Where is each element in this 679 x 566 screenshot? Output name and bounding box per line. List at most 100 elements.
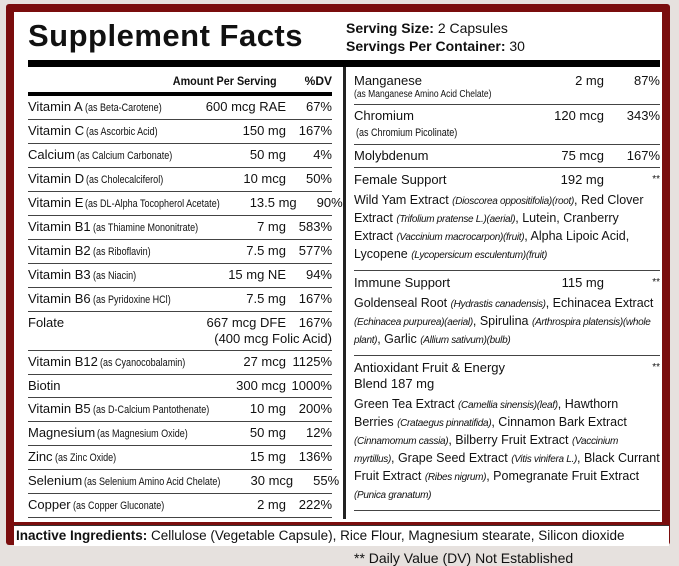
nutrient-row: Manganese (as Manganese Amino Acid Chelat…	[354, 70, 660, 105]
nutrient-amount: 13.5 mg	[249, 195, 297, 210]
nutrient-dv: 94%	[305, 267, 332, 282]
nutrient-dv: 1125%	[292, 354, 332, 369]
nutrient-form: (as Magnesium Oxide)	[97, 428, 188, 440]
blend-header: Antioxidant Fruit & Energy Blend 187 mg *…	[354, 356, 660, 396]
nutrient-name: Vitamin A	[28, 99, 83, 114]
nutrient-name-cell: Folate	[28, 315, 207, 331]
nutrient-row: Vitamin C (as Ascorbic Acid) 150 mg 167%	[28, 120, 332, 144]
nutrient-name: Calcium	[28, 147, 75, 162]
nutrient-form: (as Selenium Amino Acid Chelate)	[84, 476, 221, 488]
nutrient-row: Vitamin B3 (as Niacin) 15 mg NE 94%	[28, 264, 332, 288]
column-divider	[343, 67, 346, 519]
nutrient-amount: 7 mg	[257, 219, 286, 234]
nutrient-form: (as Pyridoxine HCl)	[92, 294, 171, 306]
ingredient-botanical: (Dioscorea oppositifolia)(root)	[452, 196, 575, 207]
nutrient-form: (as Ascorbic Acid)	[86, 126, 158, 138]
nutrient-amount: 50 mg	[249, 425, 286, 440]
nutrient-amount-cell: 667 mcg DFE 167% (400 mcg Folic Acid)	[207, 315, 332, 347]
nutrient-amount: 2 mg	[575, 73, 604, 88]
nutrient-dv: 87%	[633, 73, 660, 88]
nutrient-row: Vitamin B2 (as Riboflavin) 7.5 mg 577%	[28, 240, 332, 264]
nutrient-name: Vitamin B6	[28, 291, 91, 306]
ingredient-botanical: (Trifolium pratense L.)(aerial)	[396, 214, 516, 225]
blend-dv: **	[652, 277, 660, 288]
nutrient-amount-cell: 150 mg 167%	[243, 123, 332, 139]
top-divider	[28, 60, 660, 67]
nutrient-row: Selenium (as Selenium Amino Acid Chelate)…	[28, 470, 339, 494]
nutrient-name: Manganese	[354, 73, 422, 88]
nutrient-name: Vitamin E	[28, 195, 84, 210]
nutrient-amount-cell: 15 mg NE 94%	[228, 267, 332, 283]
label-panel	[14, 12, 662, 522]
nutrient-form: (as Copper Gluconate)	[72, 500, 164, 512]
nutrient-row: Vitamin D (as Cholecalciferol) 10 mcg 50%	[28, 168, 332, 192]
nutrient-amount: 10 mg	[249, 401, 286, 416]
nutrient-form: (as Niacin)	[92, 270, 136, 282]
nutrient-form: (as D-Calcium Pantothenate)	[92, 404, 209, 416]
dv-header: %DV	[304, 74, 332, 88]
nutrient-dv: 12%	[305, 425, 332, 440]
nutrient-amount: 75 mcg	[561, 148, 604, 163]
nutrient-name-cell: Zinc (as Zinc Oxide)	[28, 449, 250, 466]
nutrient-name: Copper	[28, 497, 71, 512]
nutrient-amount: 7.5 mg	[246, 243, 286, 258]
nutrient-amount-cell: 15 mg 136%	[250, 449, 332, 465]
ingredient-name: , Garlic	[377, 332, 421, 346]
nutrient-name: Magnesium	[28, 425, 96, 440]
nutrient-amount: 2 mg	[257, 497, 286, 512]
nutrient-name-cell: Vitamin B12 (as Cyanocobalamin)	[28, 354, 243, 371]
nutrient-name-cell: Vitamin E (as DL-Alpha Tocopherol Acetate…	[28, 195, 250, 212]
ingredient-name: Green Tea Extract	[354, 397, 458, 411]
label-title: Supplement Facts	[28, 18, 303, 53]
nutrient-row: Magnesium (as Magnesium Oxide) 50 mg 12%	[28, 422, 332, 446]
ingredient-botanical: (Vaccinium macrocarpon)(fruit)	[396, 232, 525, 243]
nutrient-amount: 27 mcg	[243, 354, 286, 369]
nutrient-form: (as Zinc Oxide)	[54, 452, 116, 464]
servings-per-container-label: Servings Per Container:	[346, 38, 506, 54]
blend-header: Immune Support 115 mg **	[354, 271, 660, 295]
blend-section: Female Support 192 mg ** Wild Yam Extract (…	[354, 168, 660, 271]
nutrient-dv: 343%	[626, 108, 660, 123]
blend-header: Female Support 192 mg **	[354, 168, 660, 192]
nutrient-dv: 583%	[298, 219, 332, 234]
nutrient-amount: 120 mcg	[554, 108, 604, 123]
nutrient-row: Folate 667 mcg DFE 167% (400 mcg Folic Acid…	[28, 312, 332, 351]
nutrient-form: (as Riboflavin)	[92, 246, 151, 258]
ingredient-name: , Cinnamon Bark Extract	[491, 415, 627, 429]
nutrient-name: Vitamin B5	[28, 401, 91, 416]
blend-name: Immune Support	[354, 275, 451, 290]
nutrient-amount-cell: 7.5 mg 577%	[246, 243, 332, 259]
nutrient-dv: 200%	[298, 401, 332, 416]
nutrient-form: (as Beta-Carotene)	[84, 102, 162, 114]
nutrient-name: Vitamin D	[28, 171, 85, 186]
nutrient-dv: 50%	[305, 171, 332, 186]
ingredient-botanical: (Echinacea purpurea)(aerial)	[354, 317, 473, 328]
ingredient-botanical: (Camellia sinensis)(leaf)	[458, 400, 558, 411]
nutrient-name: Chromium	[354, 108, 414, 123]
nutrient-amount: 15 mg NE	[228, 267, 286, 282]
nutrient-dv: 90%	[316, 195, 343, 210]
nutrient-form: (as Thiamine Mononitrate)	[92, 222, 198, 234]
servings-per-container-value: 30	[509, 38, 525, 54]
nutrient-row: Vitamin E (as DL-Alpha Tocopherol Acetate…	[28, 192, 343, 216]
nutrient-amount-cell: 30 mcg 55%	[251, 473, 340, 489]
nutrient-row: Vitamin B6 (as Pyridoxine HCl) 7.5 mg 167%	[28, 288, 332, 312]
nutrient-name: Vitamin B12	[28, 354, 98, 369]
ingredient-name: , Red Clover Extract	[354, 193, 644, 225]
inactive-text: Cellulose (Vegetable Capsule), Rice Flou…	[147, 528, 625, 543]
nutrient-amount: 300 mcg	[236, 378, 286, 393]
ingredient-name: Wild Yam Extract	[354, 193, 453, 207]
blend-ingredients: Wild Yam Extract (Dioscorea oppositifoli…	[354, 192, 660, 264]
nutrient-dv: 1000%	[291, 378, 332, 393]
nutrient-dv: 4%	[313, 147, 332, 162]
nutrient-dv: 167%	[626, 148, 660, 163]
nutrient-form: (as Cyanocobalamin)	[99, 357, 186, 369]
nutrient-amount: 7.5 mg	[246, 291, 286, 306]
nutrient-amount-cell: 7.5 mg 167%	[246, 291, 332, 307]
nutrient-form: (as Cholecalciferol)	[86, 174, 164, 186]
blend-section: Antioxidant Fruit & Energy Blend 187 mg *…	[354, 356, 660, 511]
ingredient-botanical: (Arthrospira platensis)(whole plant)	[354, 317, 651, 346]
ingredient-name: , Bilberry Fruit Extract	[448, 433, 572, 447]
ingredient-name: , Alpha Lipoic Acid, Lycopene	[354, 229, 630, 261]
ingredient-botanical: (Vaccinium myrtillus)	[354, 436, 619, 465]
